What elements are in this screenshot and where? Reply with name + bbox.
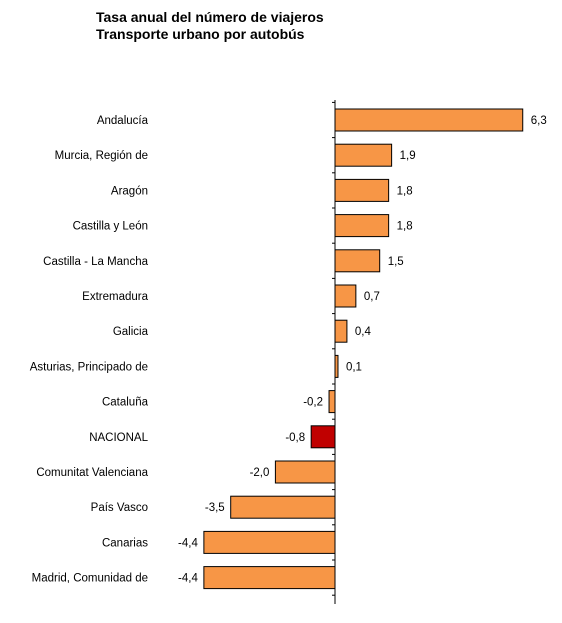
bar-4 bbox=[334, 249, 381, 273]
bar-11 bbox=[230, 495, 336, 519]
category-label: Asturias, Principado de bbox=[30, 361, 148, 373]
bar-6 bbox=[334, 319, 348, 343]
category-label: Extremadura bbox=[82, 291, 148, 303]
bar-0 bbox=[334, 108, 524, 132]
bar-1 bbox=[334, 143, 393, 167]
category-label: Murcia, Región de bbox=[55, 150, 148, 162]
bar-7 bbox=[334, 354, 339, 378]
category-label: País Vasco bbox=[91, 502, 148, 514]
value-label: -4,4 bbox=[178, 537, 198, 549]
bar-12 bbox=[203, 530, 336, 554]
category-label: Comunitat Valenciana bbox=[36, 467, 148, 479]
bar-13 bbox=[203, 566, 336, 590]
value-label: 6,3 bbox=[531, 115, 547, 127]
chart-title: Tasa anual del número de viajeros bbox=[96, 9, 324, 25]
category-label: Castilla y León bbox=[73, 221, 148, 233]
category-label: Canarias bbox=[102, 537, 148, 549]
value-label: 0,4 bbox=[355, 326, 372, 338]
bar-3 bbox=[334, 214, 390, 238]
value-label: 0,7 bbox=[364, 291, 380, 303]
value-label: 0,1 bbox=[346, 361, 362, 373]
chart-title-block: Tasa anual del número de viajeros Transp… bbox=[96, 9, 324, 43]
value-label: -3,5 bbox=[205, 502, 225, 514]
value-label: 1,8 bbox=[397, 185, 413, 197]
value-label: -2,0 bbox=[250, 467, 270, 479]
category-label: NACIONAL bbox=[89, 432, 148, 444]
bar-10 bbox=[274, 460, 336, 484]
category-label: Cataluña bbox=[102, 397, 149, 409]
value-label: 1,8 bbox=[397, 221, 413, 233]
bar-9 bbox=[310, 425, 336, 449]
bar-2 bbox=[334, 178, 390, 202]
value-label: 1,5 bbox=[388, 256, 404, 268]
value-label: -0,8 bbox=[285, 432, 305, 444]
category-label: Aragón bbox=[111, 185, 148, 197]
value-label: -4,4 bbox=[178, 573, 198, 585]
value-label: -0,2 bbox=[303, 397, 323, 409]
value-label: 1,9 bbox=[400, 150, 416, 162]
category-label: Galicia bbox=[113, 326, 149, 338]
chart-subtitle: Transporte urbano por autobús bbox=[96, 26, 305, 42]
bar-5 bbox=[334, 284, 357, 308]
category-label: Madrid, Comunidad de bbox=[32, 573, 148, 585]
category-label: Andalucía bbox=[97, 115, 149, 127]
category-label: Castilla - La Mancha bbox=[43, 256, 148, 268]
bar-8 bbox=[328, 390, 336, 414]
